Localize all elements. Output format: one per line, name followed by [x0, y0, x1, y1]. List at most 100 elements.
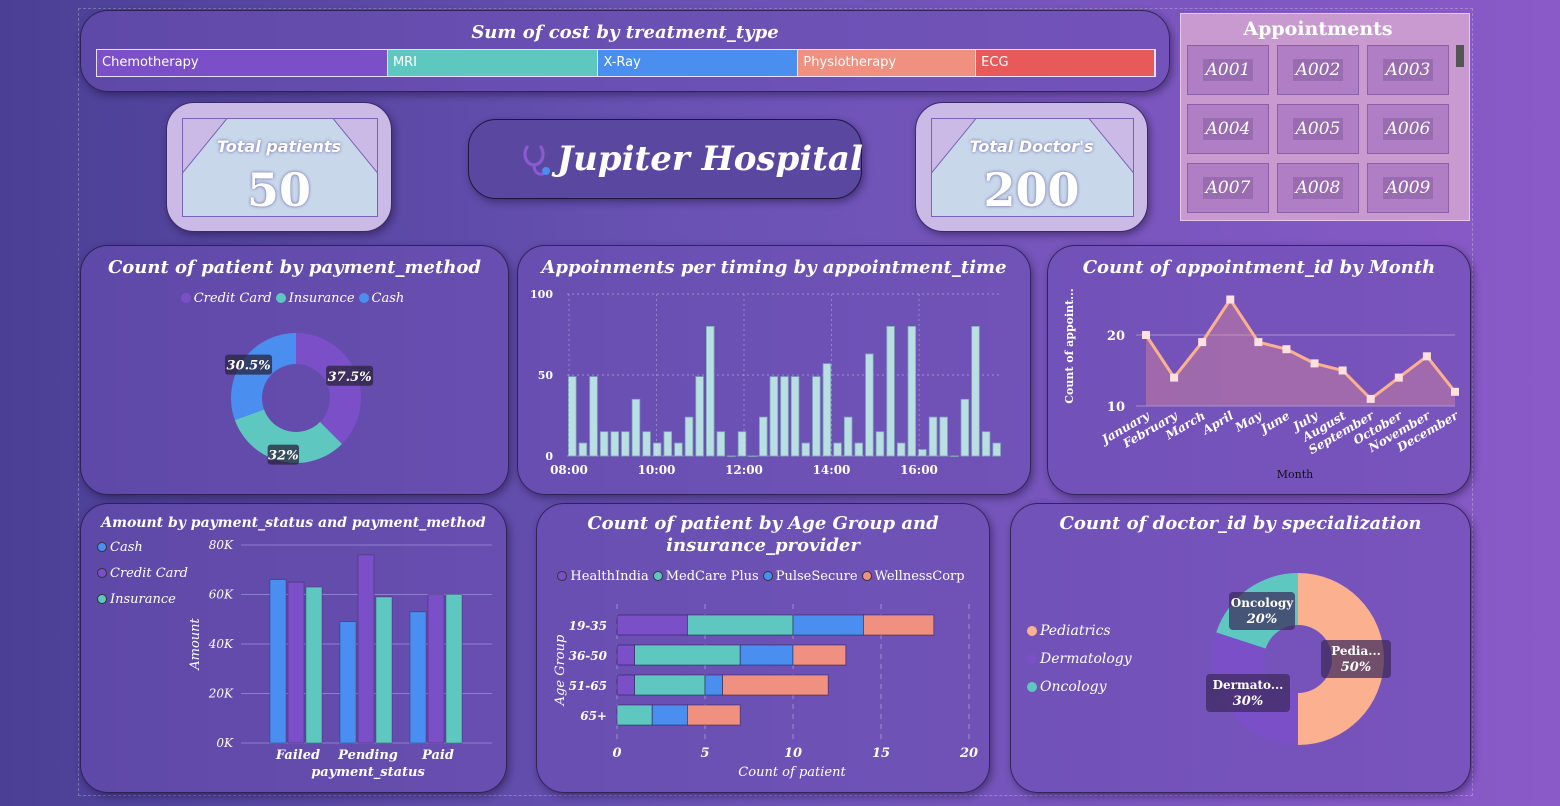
timing-chart: 100 50 008:00 10:00 12:00 14:00 16:00: [530, 288, 1002, 477]
legend-item-insurance[interactable]: Insurance: [275, 291, 355, 306]
appointment-tile-a009[interactable]: A009: [1367, 163, 1449, 213]
amount-bar-credit-card: [427, 594, 445, 744]
age-x-tick: 10: [784, 746, 802, 761]
timing-bar: [748, 455, 757, 457]
legend-dot: [97, 594, 107, 604]
specialization-card: Count of doctor_id by specialization Ped…: [1010, 503, 1471, 793]
legend-label: Insurance: [110, 592, 176, 607]
appointments-scrollbar[interactable]: [1456, 45, 1464, 67]
legend-item-oncology[interactable]: Oncology: [1027, 679, 1107, 695]
appointment-tile-a005[interactable]: A005: [1277, 104, 1359, 154]
age-y-tick: 19-35: [569, 619, 607, 633]
legend-item-insurance[interactable]: Insurance: [97, 592, 176, 607]
appointments-title: Appointments: [1243, 18, 1393, 40]
legend-item-pulsesecure[interactable]: PulseSecure: [762, 569, 858, 584]
timing-x-tick: 10:00: [638, 463, 676, 477]
amount-x-axis-title: payment_status: [311, 765, 425, 780]
timing-bar: [854, 442, 863, 457]
legend-label: PulseSecure: [775, 569, 858, 584]
donut-slice-insurance: [234, 409, 342, 463]
legend-item-credit-card[interactable]: Credit Card: [97, 566, 188, 581]
legend-item-healthindia[interactable]: HealthIndia: [557, 569, 649, 584]
amount-title: Amount by payment_status and payment_met…: [101, 515, 486, 531]
monthly-point: [1451, 387, 1459, 396]
legend-item-dermatology[interactable]: Dermatology: [1027, 651, 1132, 667]
hospital-title-card: Jupiter Hospital: [468, 119, 863, 199]
legend-label: Insurance: [288, 291, 355, 306]
timing-bar: [780, 376, 789, 457]
amount-y-tick: 40K: [208, 637, 234, 651]
legend-dot: [1027, 682, 1037, 692]
specialization-title: Count of doctor_id by specialization: [1059, 513, 1422, 534]
kpi-patients-value: 50: [246, 163, 311, 217]
kpi-doctors-label: Total Doctor's: [969, 137, 1094, 156]
legend-item-pediatrics[interactable]: Pediatrics: [1027, 623, 1111, 639]
payment-method-legend: Credit Card Insurance Cash: [81, 291, 508, 306]
appointment-tile-a002[interactable]: A002: [1277, 45, 1359, 95]
amount-bar-cash: [339, 621, 357, 744]
legend-dot: [652, 571, 663, 581]
treatment-segment-mri[interactable]: MRI: [387, 50, 599, 76]
donut-data-label-value: 20%: [1246, 612, 1277, 627]
monthly-point: [1226, 295, 1235, 304]
appointment-tile-a006[interactable]: A006: [1367, 104, 1449, 154]
donut-data-label-name: Pedia...: [1331, 644, 1381, 658]
legend-label: Dermatology: [1040, 651, 1132, 667]
timing-bar: [918, 449, 927, 457]
legend-item-medcare-plus[interactable]: MedCare Plus: [652, 569, 759, 584]
appointment-tile-a004[interactable]: A004: [1187, 104, 1269, 154]
legend-dot: [275, 293, 286, 303]
legend-dot: [861, 571, 872, 581]
monthly-card: Count of appointment_id by Month 20 10 Jan…: [1047, 245, 1471, 495]
age-group-title-2: insurance_provider: [666, 535, 860, 556]
age-x-tick: 5: [700, 746, 709, 761]
age-y-tick: 65+: [580, 709, 607, 723]
timing-bar: [896, 442, 906, 457]
monthly-chart: 2010JanuaryFebruaryMarchAprilMayJuneJuly…: [1063, 288, 1462, 481]
monthly-point: [1198, 338, 1207, 347]
appointment-tile-a007[interactable]: A007: [1187, 163, 1269, 213]
donut-data-label: 32%: [268, 449, 298, 464]
age-y-axis-title: Age Group: [553, 634, 568, 706]
legend-dot: [557, 571, 568, 581]
monthly-y-tick: 10: [1107, 400, 1125, 415]
legend-item-wellnesscorp[interactable]: WellnessCorp: [861, 569, 965, 584]
monthly-x-axis-title: Month: [1277, 468, 1313, 481]
timing-bar: [684, 416, 694, 457]
legend-label: Oncology: [1040, 679, 1107, 695]
legend-dot: [1027, 626, 1037, 636]
amount-bar-insurance: [305, 586, 323, 744]
timing-bar: [790, 376, 800, 457]
age-bar-wellnesscorp: [862, 614, 935, 636]
legend-label: Cash: [371, 291, 405, 306]
age-bar-healthindia: [616, 614, 688, 636]
legend-item-credit-card[interactable]: Credit Card: [180, 291, 272, 306]
age-x-tick: 15: [872, 746, 890, 761]
timing-bar: [971, 326, 980, 457]
treatment-segment-chemotherapy[interactable]: Chemotherapy: [97, 50, 388, 76]
timing-bar: [695, 376, 704, 457]
timing-bar: [621, 431, 630, 457]
timing-card: Appoinments per timing by appointment_ti…: [517, 245, 1031, 495]
appointment-tile-a001[interactable]: A001: [1187, 45, 1269, 95]
appointment-tile-a008[interactable]: A008: [1277, 163, 1359, 213]
donut-data-label-bg: [1229, 592, 1295, 630]
timing-bar: [801, 442, 810, 457]
treatment-segment-x-ray[interactable]: X-Ray: [598, 50, 799, 76]
age-group-title-1: Count of patient by Age Group and: [587, 513, 939, 534]
legend-item-cash[interactable]: Cash: [97, 540, 143, 555]
monthly-point: [1170, 373, 1179, 382]
appointment-tile-a003[interactable]: A003: [1367, 45, 1449, 95]
age-bar-medcare-plus: [686, 614, 794, 636]
monthly-point: [1282, 345, 1291, 354]
monthly-point: [1394, 373, 1403, 382]
age-bar-medcare-plus: [634, 674, 706, 696]
treatment-segment-ecg[interactable]: ECG: [976, 50, 1155, 76]
treatment-segment-physiotherapy[interactable]: Physiotherapy: [798, 50, 977, 76]
legend-item-cash[interactable]: Cash: [358, 291, 405, 306]
treatment-stacked-bar: Chemotherapy MRI X-Ray Physiotherapy ECG: [96, 49, 1156, 77]
timing-bar: [939, 416, 948, 457]
amount-bar-credit-card: [287, 581, 305, 744]
timing-bar: [950, 455, 959, 457]
donut-data-label: 30.5%: [227, 359, 271, 374]
